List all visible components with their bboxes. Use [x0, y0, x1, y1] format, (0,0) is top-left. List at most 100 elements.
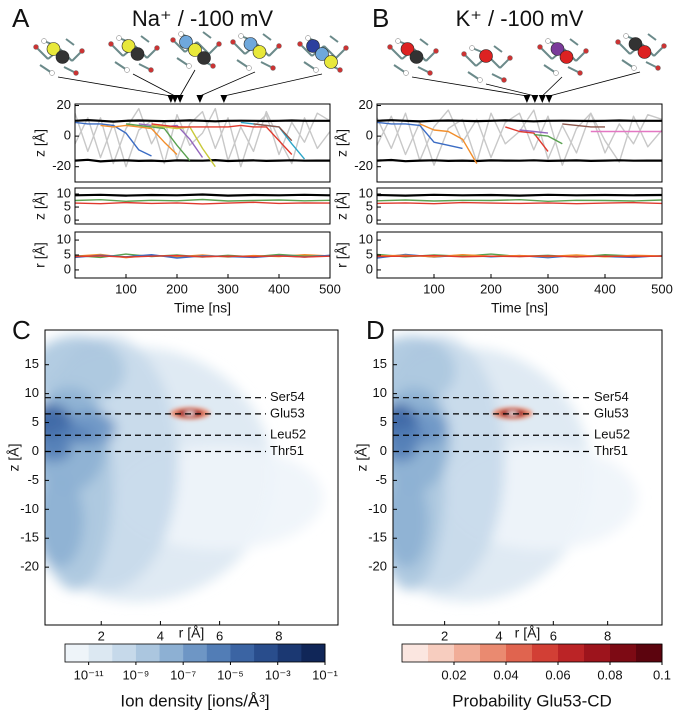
x-tick-label: 2 [441, 628, 448, 643]
y-tick-label: 0 [64, 261, 71, 276]
atom [545, 38, 551, 44]
bond [262, 33, 272, 41]
y-tick-label: 5 [380, 414, 387, 429]
y-tick-label: 0 [32, 443, 39, 458]
snapshot-arrow [523, 95, 531, 103]
density-blobs [45, 335, 324, 602]
y-tick-label: 10 [359, 185, 373, 200]
series-line [75, 121, 152, 157]
x-tick-label: 8 [604, 628, 611, 643]
x-tick-label: 6 [550, 628, 557, 643]
series-line [377, 199, 662, 202]
reference-label: Leu52 [270, 427, 306, 442]
colorbar-segment [532, 644, 559, 662]
series-line [253, 123, 293, 142]
y-axis-label: z [Å] [32, 192, 48, 220]
y-tick-label: -15 [368, 530, 387, 545]
series-line [377, 254, 662, 258]
colorbar-tick-label: 0.02 [441, 667, 466, 682]
colorbar-segment [112, 644, 137, 662]
snapshot-arrow [531, 95, 539, 103]
plot-frame [74, 103, 331, 183]
reference-label: Ser54 [594, 389, 629, 404]
x-tick-label: 100 [115, 281, 137, 296]
ion-sphere [130, 47, 145, 61]
series-line [75, 107, 330, 168]
colorbar-segment [254, 644, 279, 662]
ion-sphere [559, 50, 574, 64]
plot-background [75, 104, 330, 182]
ion-sphere [197, 51, 211, 65]
series-line [377, 201, 662, 205]
atom [210, 63, 216, 69]
series-line [151, 123, 293, 155]
atom [238, 33, 244, 39]
ion-sphere [628, 37, 643, 51]
atom [246, 65, 252, 71]
molecule-snapshot [387, 38, 439, 76]
series-line [377, 109, 662, 166]
y-tick-label: 10 [359, 232, 373, 247]
series-line [377, 119, 662, 123]
bond [647, 33, 657, 41]
colorbar-segment [206, 644, 231, 662]
ion-sphere [121, 39, 136, 53]
reference-label: Glu53 [594, 405, 629, 420]
y-tick-label: 10 [57, 232, 71, 247]
x-tick-label: 300 [217, 281, 239, 296]
y-tick-label: -20 [20, 559, 39, 574]
atom [623, 33, 629, 39]
snapshot-arrow [176, 95, 184, 103]
y-tick-label: 0 [366, 128, 373, 143]
series-line [75, 201, 330, 205]
bond [617, 41, 631, 55]
bond [140, 35, 150, 43]
x-tick-label: 300 [537, 281, 559, 296]
y-tick-label: 15 [373, 356, 387, 371]
density-map [393, 335, 638, 602]
series-group [75, 107, 330, 168]
colorbar-frame [64, 643, 326, 663]
atom [501, 77, 507, 83]
series-line [377, 193, 662, 197]
plot-frame [376, 187, 663, 225]
atom [477, 77, 483, 83]
colorbar-title: Ion density [ions/Å³] [120, 691, 269, 710]
atom [615, 39, 621, 45]
y-axis-label: z [Å] [354, 443, 370, 471]
y-axis-label: r [Å] [334, 242, 350, 268]
series-line [419, 123, 478, 164]
atom [170, 37, 176, 43]
atom [337, 67, 343, 73]
y-tick-label: -20 [52, 158, 71, 173]
panel-letter: A [12, 3, 30, 33]
colorbar-segment [506, 644, 533, 662]
x-tick-label: 200 [166, 281, 188, 296]
snapshot-pointer [57, 76, 171, 97]
y-tick-label: 0 [366, 212, 373, 227]
series-line [505, 126, 549, 152]
snapshot-pointer [542, 76, 563, 97]
bond [65, 38, 75, 46]
series-line [75, 158, 330, 163]
series-group [75, 193, 330, 205]
x-tick-label: 400 [268, 281, 290, 296]
colorbar-segment [230, 644, 255, 662]
y-tick-label: 5 [366, 198, 373, 213]
y-tick-label: 10 [25, 385, 39, 400]
x-tick-label: 100 [423, 281, 445, 296]
colorbar-segment [454, 644, 481, 662]
y-tick-label: -5 [27, 472, 39, 487]
reference-label: Thr51 [594, 443, 628, 458]
y-axis-label: r [Å] [32, 242, 48, 268]
x-tick-label: 8 [275, 628, 282, 643]
atom [49, 70, 55, 76]
atom [305, 35, 311, 41]
snapshot-arrow [196, 95, 204, 103]
bond [569, 38, 579, 46]
plot-frame [376, 103, 663, 183]
y-tick-label: -10 [368, 501, 387, 516]
ion-sphere [479, 49, 493, 63]
x-tick-label: 6 [216, 628, 223, 643]
bond [389, 46, 403, 60]
